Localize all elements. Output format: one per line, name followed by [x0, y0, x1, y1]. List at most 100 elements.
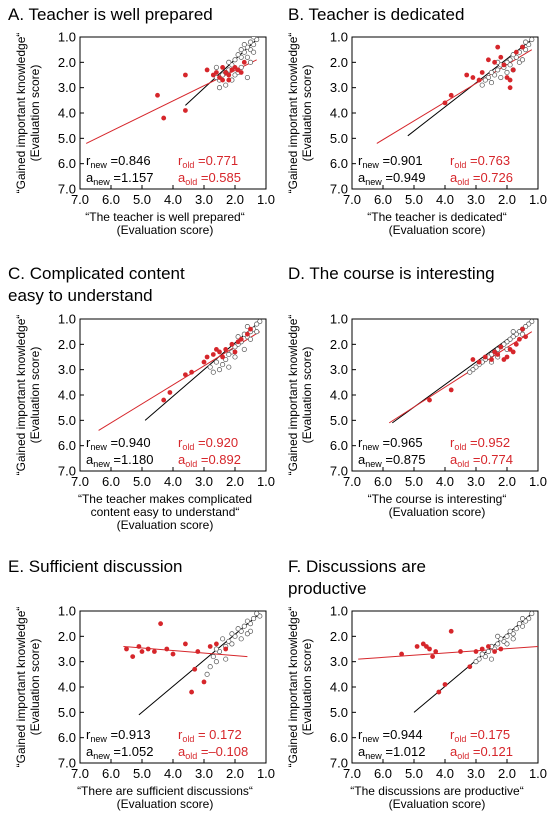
- y-axis-label: (Evaluation score): [28, 347, 42, 444]
- stat-a-old: aold =0.774: [450, 452, 513, 469]
- y-tick-label: 2.0: [58, 337, 76, 352]
- data-point-open: [207, 664, 213, 670]
- x-tick-label: 6.0: [102, 474, 120, 489]
- data-point-open: [213, 359, 219, 365]
- x-tick-label: 3.0: [467, 192, 485, 207]
- data-point-filled: [183, 641, 188, 647]
- plot-area: [98, 319, 263, 431]
- data-point-open: [238, 636, 244, 642]
- y-tick-label: 7.0: [58, 464, 76, 479]
- stat-r-new: rnew =0.901: [358, 153, 423, 170]
- y-axis-label: (Evaluation score): [28, 65, 42, 162]
- data-point-open: [523, 39, 529, 45]
- data-point-filled: [427, 397, 432, 403]
- data-point-open: [495, 641, 501, 647]
- data-point-open: [232, 344, 238, 350]
- data-point-filled: [248, 326, 253, 332]
- data-point-filled: [495, 44, 501, 50]
- x-tick-label: 1.0: [529, 474, 547, 489]
- y-axis-label: “Gained important knowledge“: [286, 607, 300, 768]
- data-point-open: [210, 369, 216, 375]
- y-tick-label: 7.0: [330, 464, 348, 479]
- x-tick-label: 7.0: [71, 474, 89, 489]
- data-point-open: [510, 52, 516, 58]
- x-tick-label: 4.0: [164, 474, 182, 489]
- data-point-filled: [442, 682, 448, 687]
- data-point-filled: [189, 369, 195, 375]
- data-point-filled: [414, 644, 420, 649]
- x-tick-label: 5.0: [405, 766, 423, 781]
- data-point-open: [485, 648, 491, 655]
- data-point-open: [251, 616, 257, 622]
- data-point-filled: [513, 49, 519, 55]
- y-tick-label: 3.0: [330, 362, 348, 377]
- x-tick-label: 4.0: [436, 474, 454, 489]
- y-tick-label: 3.0: [58, 80, 76, 95]
- x-tick-label: 7.0: [71, 766, 89, 781]
- x-axis-label: “There are sufficient discussions“: [77, 784, 253, 798]
- data-point-filled: [523, 334, 528, 340]
- y-tick-label: 6.0: [330, 156, 348, 171]
- stat-r-old: rold =0.920: [178, 435, 238, 452]
- data-point-open: [235, 334, 241, 340]
- y-tick-label: 1.0: [330, 30, 348, 45]
- data-point-filled: [167, 390, 173, 395]
- data-point-open: [519, 331, 526, 337]
- data-point-open: [488, 80, 495, 86]
- y-tick-label: 6.0: [330, 438, 348, 453]
- y-tick-label: 4.0: [58, 388, 76, 403]
- stat-r-old: rold =0.763: [450, 153, 510, 170]
- data-point-open: [504, 641, 510, 647]
- fit-line-old: [123, 645, 248, 658]
- stat-r-new: rnew =0.965: [358, 435, 423, 452]
- data-point-open: [513, 626, 519, 632]
- data-point-open: [220, 636, 226, 642]
- data-point-open: [247, 39, 254, 45]
- y-tick-label: 6.0: [58, 438, 76, 453]
- plot-area: [376, 37, 535, 144]
- x-axis-label: “The course is interesting“: [368, 492, 507, 506]
- x-tick-label: 5.0: [133, 192, 151, 207]
- data-point-filled: [220, 65, 226, 70]
- data-point-open: [241, 623, 247, 629]
- data-point-filled: [183, 372, 188, 378]
- data-point-open: [226, 364, 232, 370]
- x-axis-label: (Evaluation score): [117, 797, 214, 811]
- data-point-filled: [170, 651, 176, 657]
- data-point-open: [510, 636, 516, 642]
- data-point-open: [519, 616, 526, 622]
- data-point-filled: [513, 341, 519, 347]
- y-tick-label: 7.0: [330, 182, 348, 197]
- panel-a: A. Teacher is well prepared 1.0 2.0 3.0 4.0 5…: [8, 5, 275, 237]
- data-point-open: [220, 362, 226, 368]
- data-point-filled: [495, 352, 501, 357]
- data-point-filled: [507, 85, 513, 91]
- data-point-open: [529, 37, 535, 43]
- data-point-open: [241, 42, 247, 48]
- data-point-open: [235, 52, 241, 58]
- data-point-filled: [161, 115, 167, 121]
- data-point-filled: [226, 72, 232, 78]
- data-point-filled: [430, 654, 435, 659]
- data-point-filled: [204, 354, 210, 360]
- data-point-filled: [223, 646, 229, 652]
- y-tick-label: 1.0: [58, 312, 76, 327]
- x-tick-label: 2.0: [226, 766, 244, 781]
- x-tick-label: 3.0: [195, 192, 213, 207]
- stat-a-new: anew =0.875: [358, 452, 426, 469]
- data-point-filled: [238, 336, 244, 342]
- data-point-filled: [436, 689, 442, 695]
- data-point-open: [479, 82, 485, 88]
- data-point-filled: [155, 92, 160, 98]
- data-point-filled: [433, 649, 439, 654]
- data-point-filled: [504, 354, 510, 360]
- data-point-filled: [136, 644, 142, 649]
- data-point-filled: [214, 70, 219, 75]
- data-point-open: [213, 64, 219, 70]
- data-point-filled: [489, 357, 494, 362]
- x-tick-label: 4.0: [436, 766, 454, 781]
- data-point-open: [223, 82, 229, 88]
- stat-a-new: anew =0.949: [358, 170, 426, 187]
- x-tick-label: 6.0: [102, 766, 120, 781]
